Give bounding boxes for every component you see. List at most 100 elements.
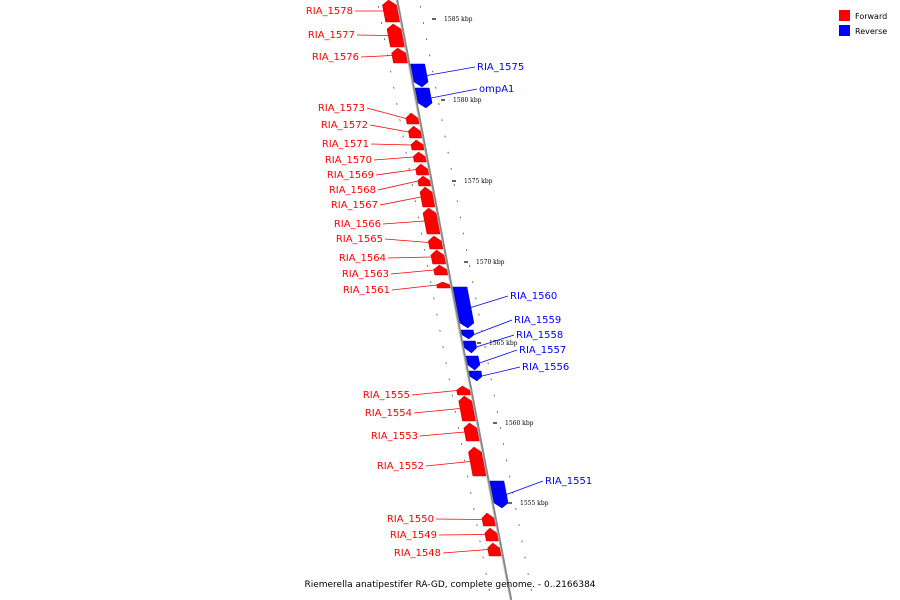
ruler-minor-tick: [450, 167, 452, 170]
gene-label: RIA_1551: [545, 476, 592, 487]
gene-label: RIA_1548: [394, 548, 441, 559]
gene-leader-line: [360, 55, 393, 58]
gene-label: RIA_1559: [514, 315, 561, 326]
gene-feature: RIA_1559: [460, 315, 561, 340]
gene-label: RIA_1550: [387, 514, 434, 525]
gene-arrow: [436, 281, 451, 289]
gene-label: RIA_1563: [342, 269, 389, 280]
gene-leader-line: [370, 143, 412, 146]
ruler-minor-tick: [436, 313, 438, 316]
gene-leader-line: [373, 156, 414, 161]
gene-feature: ompA1: [414, 84, 514, 109]
gene-feature: RIA_1560: [452, 286, 557, 329]
ruler-minor-tick: [456, 200, 459, 203]
ruler-minor-tick: [428, 54, 431, 57]
gene-arrow: [410, 139, 425, 151]
ruler-minor-tick: [405, 151, 407, 154]
ruler-minor-tick: [482, 556, 484, 559]
gene-leader-line: [470, 295, 509, 308]
gene-arrow: [465, 355, 481, 371]
ruler-minor-tick: [462, 232, 465, 235]
legend-reverse-swatch: [839, 25, 850, 36]
ruler-minor-tick: [488, 589, 490, 591]
ruler-minor-tick: [478, 313, 480, 316]
gene-leader-line: [356, 34, 389, 36]
legend-reverse-label: Reverse: [855, 27, 887, 36]
ruler-minor-tick: [420, 232, 423, 235]
gene-label: RIA_1553: [371, 431, 418, 442]
ruler-minor-tick: [487, 362, 489, 365]
ruler-minor-tick: [524, 556, 526, 559]
gene-feature: RIA_1564: [339, 249, 447, 265]
gene-label: RIA_1566: [334, 219, 381, 230]
ruler-minor-tick: [521, 540, 523, 543]
ruler-minor-tick: [383, 38, 386, 41]
gene-feature: RIA_1558: [462, 330, 563, 354]
ruler-minor-tick: [472, 281, 474, 284]
ruler-minor-tick: [448, 378, 450, 381]
gene-feature: RIA_1568: [329, 175, 432, 196]
gene-feature: RIA_1565: [336, 234, 444, 250]
ruler-minor-tick: [393, 86, 395, 89]
ruler-minor-tick: [447, 151, 449, 154]
gene-feature: RIA_1577: [308, 23, 405, 48]
ruler-minor-tick: [527, 572, 529, 575]
ruler: 1585 kbp 1580 kbp 1575 kbp 1570 kbp 1565 kbp…: [432, 16, 549, 507]
gene-label: RIA_1552: [377, 461, 424, 472]
ruler-label: 1565 kbp: [489, 340, 518, 347]
ruler-label: 1580 kbp: [453, 97, 482, 104]
gene-feature: RIA_1548: [394, 542, 502, 559]
ruler-minor-tick: [390, 70, 392, 73]
gene-features: RIA_1578 RIA_1577 RIA_1576 RIA_1575 ompA1 RIA…: [306, 0, 592, 559]
map-caption: Riemerella anatipestifer RA-GD, complete…: [304, 580, 595, 590]
gene-leader-line: [366, 107, 407, 119]
ruler-minor-tick: [425, 38, 428, 41]
ruler-minor-tick: [422, 22, 425, 24]
ruler-minor-tick: [505, 459, 508, 462]
ruler-minor-tick: [518, 524, 520, 527]
ruler-minor-tick: [438, 103, 440, 105]
gene-arrow: [458, 395, 476, 422]
gene-arrow: [391, 47, 408, 64]
gene-leader-line: [377, 180, 418, 191]
gene-arrow: [386, 23, 405, 48]
ruler-minor-tick: [430, 281, 432, 284]
gene-arrow: [433, 264, 449, 276]
gene-arrow: [412, 151, 427, 163]
gene-arrow: [468, 370, 483, 382]
ruler-minor-tick: [484, 346, 486, 348]
gene-leader-line: [419, 431, 465, 437]
gene-feature: RIA_1554: [365, 395, 476, 422]
ruler-minor-tick: [515, 508, 517, 510]
gene-leader-line: [479, 349, 518, 364]
gene-feature: RIA_1575: [410, 62, 524, 88]
gene-feature: RIA_1570: [325, 151, 427, 166]
gene-arrow: [452, 286, 475, 329]
gene-leader-line: [476, 334, 515, 348]
gene-feature: RIA_1550: [387, 512, 496, 527]
ruler-minor-tick: [423, 248, 426, 251]
gene-leader-line: [369, 124, 409, 133]
gene-leader-line: [481, 366, 521, 377]
gene-arrow: [463, 422, 480, 442]
gene-label: RIA_1564: [339, 253, 386, 264]
ruler-minor-tick: [490, 378, 492, 381]
gene-leader-line: [426, 66, 476, 76]
ruler-minor-tick: [485, 572, 487, 575]
gene-leader-line: [411, 390, 457, 396]
gene-leader-line: [375, 169, 416, 176]
gene-arrow: [456, 385, 471, 396]
ruler-minor-tick: [380, 22, 383, 24]
ruler-minor-tick: [451, 394, 454, 397]
ruler-minor-tick: [444, 135, 446, 138]
legend-forward-swatch: [839, 10, 850, 21]
ruler-minor-tick: [411, 184, 414, 186]
gene-leader-line: [425, 461, 471, 467]
gene-label: ompA1: [479, 84, 514, 95]
gene-label: RIA_1575: [477, 62, 524, 73]
ruler-minor-tick: [473, 508, 475, 510]
gene-leader-line: [390, 269, 434, 275]
ruler-label: 1560 kbp: [505, 420, 534, 427]
gene-label: RIA_1576: [312, 52, 359, 63]
ruler-label: 1575 kbp: [464, 178, 493, 185]
